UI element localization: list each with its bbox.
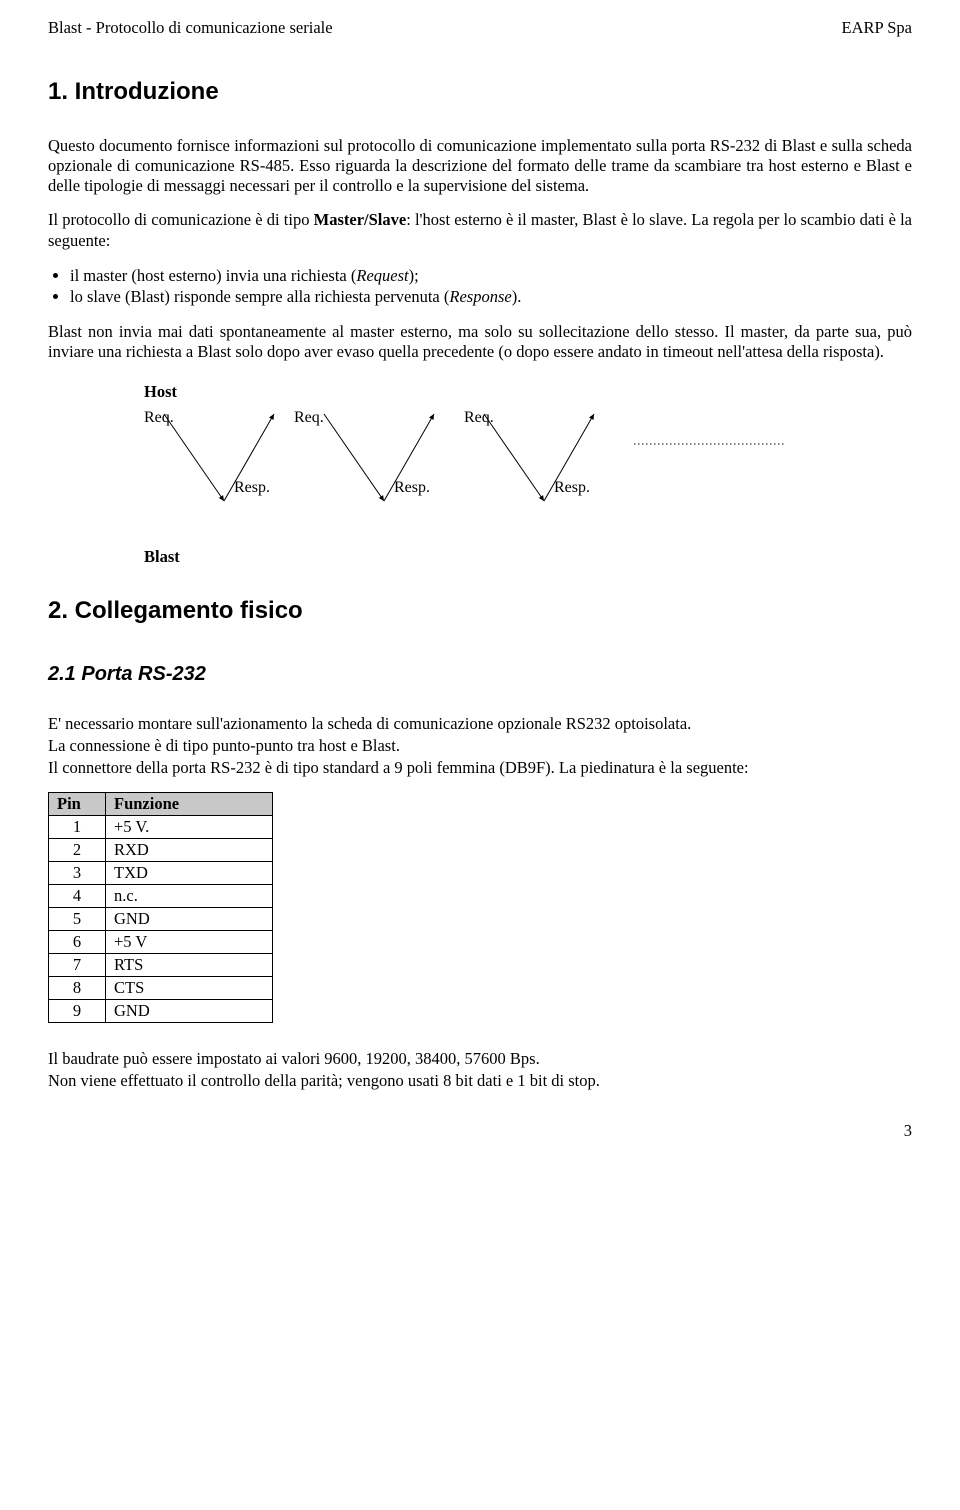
pin-cell: 1 (49, 816, 106, 839)
intro-paragraph-3: Blast non invia mai dati spontaneamente … (48, 322, 912, 362)
svg-text:Req.: Req. (294, 409, 324, 426)
bullet-1-it: Request (356, 266, 408, 285)
svg-text:Resp.: Resp. (554, 479, 590, 496)
intro-paragraph-2: Il protocollo di comunicazione è di tipo… (48, 210, 912, 250)
conn-p3: Il connettore della porta RS-232 è di ti… (48, 758, 912, 778)
section-1-title: 1. Introduzione (48, 78, 912, 106)
bullet-1: il master (host esterno) invia una richi… (70, 265, 912, 286)
pin-table: Pin Funzione 1+5 V.2RXD3TXD4n.c.5GND6+5 … (48, 792, 273, 1023)
section-2-1-title: 2.1 Porta RS-232 (48, 663, 912, 686)
func-cell: RTS (106, 954, 273, 977)
bullet-1-pre: il master (host esterno) invia una richi… (70, 266, 356, 285)
svg-text:Req.: Req. (464, 409, 494, 426)
footer-p1: Il baudrate può essere impostato ai valo… (48, 1049, 912, 1069)
section-2-title: 2. Collegamento fisico (48, 597, 912, 625)
pin-cell: 8 (49, 977, 106, 1000)
table-row: 1+5 V. (49, 816, 273, 839)
func-cell: CTS (106, 977, 273, 1000)
th-pin: Pin (49, 793, 106, 816)
page-header: Blast - Protocollo di comunicazione seri… (48, 18, 912, 38)
table-row: 5GND (49, 908, 273, 931)
conn-p2: La connessione è di tipo punto-punto tra… (48, 736, 912, 756)
header-right: EARP Spa (842, 18, 912, 38)
func-cell: +5 V (106, 931, 273, 954)
bullet-list: il master (host esterno) invia una richi… (48, 265, 912, 308)
diagram-block: Host Req. Resp. Req. Resp. Req. Resp. Blast (144, 382, 912, 567)
table-header-row: Pin Funzione (49, 793, 273, 816)
intro-2-pre: Il protocollo di comunicazione è di tipo (48, 210, 314, 229)
table-row: 7RTS (49, 954, 273, 977)
bullet-2-it: Response (449, 287, 511, 306)
bullet-2-pre: lo slave (Blast) risponde sempre alla ri… (70, 287, 449, 306)
page: Blast - Protocollo di comunicazione seri… (0, 0, 960, 1171)
func-cell: GND (106, 1000, 273, 1023)
func-cell: +5 V. (106, 816, 273, 839)
pin-cell: 3 (49, 862, 106, 885)
intro-paragraph-1: Questo documento fornisce informazioni s… (48, 136, 912, 196)
pin-cell: 2 (49, 839, 106, 862)
table-row: 2RXD (49, 839, 273, 862)
bullet-2: lo slave (Blast) risponde sempre alla ri… (70, 286, 912, 307)
pin-cell: 7 (49, 954, 106, 977)
bullet-1-post: ); (409, 266, 419, 285)
pin-cell: 9 (49, 1000, 106, 1023)
table-row: 3TXD (49, 862, 273, 885)
footer-p2: Non viene effettuato il controllo della … (48, 1071, 912, 1091)
intro-2-bold: Master/Slave (314, 210, 407, 229)
func-cell: RXD (106, 839, 273, 862)
func-cell: TXD (106, 862, 273, 885)
conn-p1: E' necessario montare sull'azionamento l… (48, 714, 912, 734)
pin-cell: 5 (49, 908, 106, 931)
svg-text:Req.: Req. (144, 409, 174, 426)
func-cell: n.c. (106, 885, 273, 908)
table-row: 4n.c. (49, 885, 273, 908)
page-number: 3 (48, 1121, 912, 1141)
pin-cell: 6 (49, 931, 106, 954)
svg-text:Resp.: Resp. (394, 479, 430, 496)
sequence-diagram: Req. Resp. Req. Resp. Req. Resp. (144, 402, 784, 542)
svg-text:Resp.: Resp. (234, 479, 270, 496)
diagram-blast-label: Blast (144, 547, 912, 567)
table-row: 8CTS (49, 977, 273, 1000)
bullet-2-post: ). (512, 287, 522, 306)
diagram-host-label: Host (144, 382, 912, 402)
table-row: 6+5 V (49, 931, 273, 954)
header-left: Blast - Protocollo di comunicazione seri… (48, 18, 333, 38)
pin-cell: 4 (49, 885, 106, 908)
table-row: 9GND (49, 1000, 273, 1023)
th-func: Funzione (106, 793, 273, 816)
func-cell: GND (106, 908, 273, 931)
